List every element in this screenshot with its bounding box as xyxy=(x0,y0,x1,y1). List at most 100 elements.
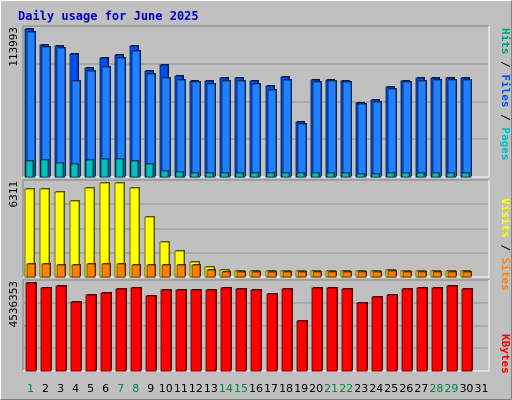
bar-files-day-30 xyxy=(462,79,472,178)
bar-kbytes-day-23 xyxy=(356,302,368,372)
bar-sites-day-5 xyxy=(86,263,96,278)
x-tick-label-day-13: 13 xyxy=(204,382,218,395)
bar-hits-day-15 xyxy=(235,172,244,178)
bar-hits-day-12 xyxy=(190,172,199,178)
bar-files-day-12 xyxy=(191,81,201,178)
x-tick-label-day-24: 24 xyxy=(369,382,383,395)
bar-hits-day-4 xyxy=(70,163,79,178)
bar-sites-day-19 xyxy=(297,271,307,278)
bar-hits-day-18 xyxy=(281,172,290,178)
x-tick-label-day-30: 30 xyxy=(459,382,473,395)
x-tick-label-day-3: 3 xyxy=(57,382,64,395)
bar-sites-day-4 xyxy=(71,264,81,278)
bar-files-day-25 xyxy=(387,88,397,178)
bar-sites-day-20 xyxy=(312,271,322,278)
bar-hits-day-11 xyxy=(175,171,184,178)
x-tick-label-day-14: 14 xyxy=(219,382,233,395)
bar-hits-day-24 xyxy=(371,173,380,178)
bar-kbytes-day-2 xyxy=(40,287,52,372)
bar-kbytes-day-4 xyxy=(70,301,82,372)
bar-hits-day-26 xyxy=(401,172,410,178)
bar-files-day-24 xyxy=(372,101,382,178)
x-tick-label-day-12: 12 xyxy=(189,382,203,395)
bar-files-day-20 xyxy=(312,81,322,178)
bar-kbytes-day-16 xyxy=(250,289,262,372)
bar-hits-day-21 xyxy=(326,172,335,178)
bar-kbytes-day-22 xyxy=(341,288,353,372)
x-tick-label-day-25: 25 xyxy=(384,382,398,395)
bar-sites-day-10 xyxy=(161,264,171,278)
bar-kbytes-day-26 xyxy=(401,288,413,372)
bar-hits-day-25 xyxy=(386,172,395,178)
bar-kbytes-day-27 xyxy=(416,287,428,372)
x-tick-label-day-1: 1 xyxy=(27,382,34,395)
bar-hits-day-22 xyxy=(341,172,350,178)
bar-hits-day-23 xyxy=(356,173,365,178)
bar-hits-day-27 xyxy=(416,172,425,178)
bar-sites-day-22 xyxy=(342,271,352,278)
bar-kbytes-day-19 xyxy=(296,320,308,372)
right-legend-label: KBytes xyxy=(499,334,512,374)
bar-hits-day-29 xyxy=(446,172,455,178)
bar-sites-day-12 xyxy=(191,264,201,278)
bar-sites-day-1 xyxy=(26,263,36,278)
bar-sites-day-3 xyxy=(56,264,66,278)
bar-sites-day-15 xyxy=(236,271,246,278)
bar-hits-day-20 xyxy=(311,172,320,178)
legend-kbytes: KBytes xyxy=(499,334,512,374)
bar-files-day-28 xyxy=(432,79,442,178)
bar-sites-day-2 xyxy=(41,263,51,278)
bar-sites-day-17 xyxy=(267,271,277,278)
bar-kbytes-day-20 xyxy=(311,287,323,372)
legend-files: Files xyxy=(499,74,512,107)
bar-sites-day-27 xyxy=(417,271,427,278)
bar-hits-day-7 xyxy=(115,158,124,178)
legend-sites: Sites xyxy=(499,258,512,291)
bar-sites-day-23 xyxy=(357,271,367,278)
bar-kbytes-day-28 xyxy=(431,287,443,372)
bar-sites-day-6 xyxy=(101,263,111,278)
x-tick-label-day-16: 16 xyxy=(249,382,263,395)
bar-kbytes-day-6 xyxy=(100,292,112,372)
x-tick-label-day-20: 20 xyxy=(309,382,323,395)
right-legend-label: Visits / Sites xyxy=(499,198,512,291)
bar-kbytes-day-15 xyxy=(235,288,247,372)
bar-sites-day-24 xyxy=(372,271,382,278)
bar-hits-day-16 xyxy=(250,172,259,178)
bar-kbytes-day-30 xyxy=(461,288,473,372)
legend-separator: / xyxy=(499,238,512,258)
x-tick-label-day-6: 6 xyxy=(102,382,109,395)
bar-hits-day-28 xyxy=(431,172,440,178)
bar-sites-day-18 xyxy=(282,271,292,278)
bar-kbytes-day-29 xyxy=(446,285,458,372)
bar-files-day-14 xyxy=(221,80,231,178)
bar-kbytes-day-5 xyxy=(85,294,97,372)
bar-sites-day-25 xyxy=(387,270,397,278)
bar-files-day-23 xyxy=(357,103,367,178)
bar-files-day-2 xyxy=(41,46,51,178)
bar-files-day-15 xyxy=(236,80,246,178)
bar-sites-day-14 xyxy=(221,271,231,278)
bar-sites-day-16 xyxy=(251,271,261,278)
bar-hits-day-13 xyxy=(205,172,214,178)
bar-kbytes-day-12 xyxy=(190,289,202,372)
bar-files-day-10 xyxy=(161,77,171,178)
bar-kbytes-day-3 xyxy=(55,285,67,372)
bar-kbytes-day-1 xyxy=(25,282,37,372)
x-tick-label-day-22: 22 xyxy=(339,382,353,395)
x-tick-label-day-4: 4 xyxy=(72,382,79,395)
y-axis-max-label: 113993 xyxy=(7,27,20,67)
bar-kbytes-day-13 xyxy=(205,289,217,372)
x-tick-label-day-8: 8 xyxy=(132,382,139,395)
legend-separator: / xyxy=(499,55,512,75)
right-legend-label: Hits / Files / Pages xyxy=(499,28,512,161)
bar-kbytes-day-8 xyxy=(130,287,142,372)
bar-kbytes-day-24 xyxy=(371,296,383,372)
bar-files-day-21 xyxy=(327,80,337,178)
x-tick-label-day-31: 31 xyxy=(474,382,488,395)
bar-kbytes-day-10 xyxy=(160,289,172,372)
x-tick-label-day-9: 9 xyxy=(147,382,154,395)
bar-hits-day-6 xyxy=(100,158,109,178)
x-tick-label-day-27: 27 xyxy=(414,382,428,395)
